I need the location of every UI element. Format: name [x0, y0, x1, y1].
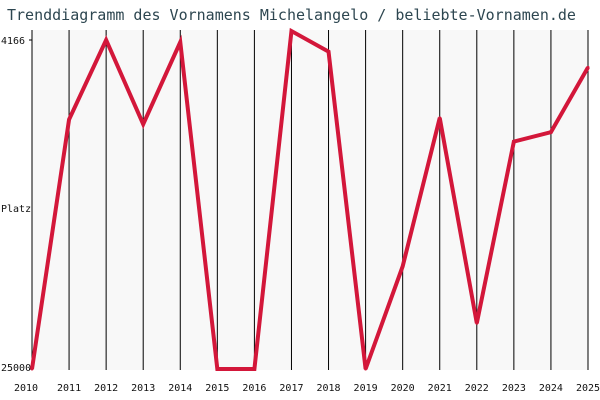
x-tick-label-2021: 2021: [428, 383, 452, 394]
x-tick-label-2012: 2012: [94, 383, 118, 394]
x-tick-label-2010: 2010: [14, 383, 38, 394]
series-line-0: [30, 27, 590, 371]
data-point-2021: [438, 116, 442, 120]
x-tick-label-2022: 2022: [465, 383, 489, 394]
data-point-2020: [401, 264, 405, 268]
data-point-2017: [289, 29, 293, 33]
x-tick-label-2017: 2017: [279, 383, 303, 394]
x-tick-label-2011: 2011: [57, 383, 81, 394]
y-tick-bottom-label: 25000: [1, 363, 31, 374]
data-point-2025: [586, 65, 590, 69]
x-tick-label-2014: 2014: [168, 383, 192, 394]
data-point-2016: [252, 367, 256, 371]
y-tick-top-label: 4166: [1, 36, 25, 47]
x-tick-label-2023: 2023: [502, 383, 526, 394]
chart-title: Trenddiagramm des Vornamens Michelangelo…: [7, 6, 576, 24]
x-tick-label-2019: 2019: [354, 383, 378, 394]
grid-layer: [31, 30, 589, 370]
data-point-2019: [364, 367, 368, 371]
data-point-2010: [30, 367, 34, 371]
x-tick-label-2025: 2025: [576, 383, 600, 394]
data-point-2018: [327, 50, 331, 54]
data-point-2012: [104, 38, 108, 42]
x-tick-layer: 2010 2011 2012 2013 2014 2015 2016 2017 2018 2019…: [14, 383, 600, 394]
data-point-2022: [475, 321, 479, 325]
data-point-2011: [67, 117, 71, 121]
y-axis-label: Platz: [1, 204, 31, 215]
series-layer: [30, 27, 590, 371]
data-point-2015: [215, 367, 219, 371]
data-point-2024: [549, 130, 553, 134]
data-point-2013: [141, 122, 145, 126]
data-point-2023: [512, 140, 516, 144]
x-tick-label-2016: 2016: [242, 383, 266, 394]
x-tick-label-2013: 2013: [131, 383, 155, 394]
axis-layer: 4166 Platz 25000: [1, 36, 32, 374]
x-tick-label-2020: 2020: [391, 383, 415, 394]
x-tick-label-2015: 2015: [205, 383, 229, 394]
data-point-2014: [178, 40, 182, 44]
x-tick-label-2024: 2024: [539, 383, 563, 394]
plot-background: [32, 30, 588, 370]
x-tick-label-2018: 2018: [316, 383, 340, 394]
